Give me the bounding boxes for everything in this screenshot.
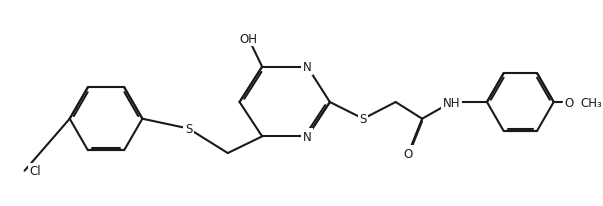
Text: N: N bbox=[303, 130, 312, 143]
Text: S: S bbox=[359, 113, 367, 126]
Text: O: O bbox=[565, 96, 574, 109]
Text: Cl: Cl bbox=[30, 164, 41, 177]
Text: N: N bbox=[303, 61, 312, 74]
Text: O: O bbox=[404, 147, 413, 160]
Text: S: S bbox=[185, 122, 192, 135]
Text: OH: OH bbox=[239, 33, 257, 46]
Text: NH: NH bbox=[443, 96, 460, 109]
Text: CH₃: CH₃ bbox=[580, 96, 602, 109]
